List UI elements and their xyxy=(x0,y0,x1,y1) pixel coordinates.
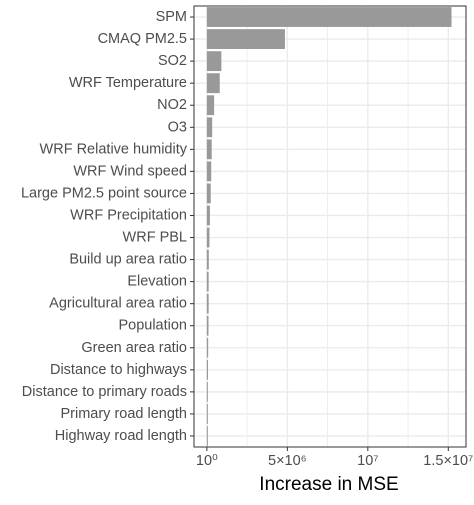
y-tick-label: Primary road length xyxy=(60,406,187,422)
x-tick-label: 1.5×10⁷ xyxy=(423,453,473,469)
y-tick-label: Distance to primary roads xyxy=(22,384,187,400)
bar xyxy=(206,337,209,358)
y-tick-label: WRF Relative humidity xyxy=(40,141,188,157)
bar xyxy=(206,293,209,314)
x-tick-label: 10⁷ xyxy=(357,453,378,469)
x-tick-label: 10⁰ xyxy=(196,453,218,469)
bar xyxy=(206,381,208,402)
y-tick-label: Elevation xyxy=(127,274,187,290)
y-tick-label: Agricultural area ratio xyxy=(49,296,187,312)
x-tick-label: 5×10⁶ xyxy=(268,453,307,469)
bar xyxy=(206,95,215,116)
y-tick-label: NO2 xyxy=(157,97,187,113)
y-axis: SPM CMAQ PM2.5 SO2 WRF Temperature NO2 O3 WRF … xyxy=(21,9,194,444)
y-tick-label: Large PM2.5 point source xyxy=(21,185,187,201)
bar xyxy=(206,117,213,138)
grid-lines xyxy=(194,6,466,447)
panel-border xyxy=(193,5,467,448)
bar xyxy=(206,359,209,380)
bars xyxy=(206,7,452,446)
panel-background xyxy=(194,6,466,447)
y-tick-label: SO2 xyxy=(158,53,187,69)
bar xyxy=(206,404,208,424)
bar xyxy=(206,205,210,226)
y-tick-label: Distance to highways xyxy=(50,362,187,378)
x-axis: 10⁰ 5×10⁶ 10⁷ 1.5×10⁷ xyxy=(196,447,473,469)
y-tick-label: CMAQ PM2.5 xyxy=(98,31,187,47)
bar xyxy=(206,161,212,182)
y-tick-label: Build up area ratio xyxy=(69,252,187,268)
y-tick-label: WRF Precipitation xyxy=(70,207,187,223)
bar xyxy=(206,51,222,72)
x-axis-title: Increase in MSE xyxy=(259,474,398,495)
y-tick-label: SPM xyxy=(156,9,187,25)
bar xyxy=(206,227,210,248)
bar xyxy=(206,29,285,49)
bar xyxy=(206,249,209,270)
bar xyxy=(206,73,220,94)
y-tick-label: Highway road length xyxy=(55,428,187,444)
y-tick-label: WRF Temperature xyxy=(69,75,187,91)
y-tick-label: Green area ratio xyxy=(81,340,187,356)
bar xyxy=(206,139,212,160)
bar xyxy=(206,183,211,204)
bar xyxy=(206,426,208,446)
bar xyxy=(206,7,452,27)
y-tick-label: WRF Wind speed xyxy=(73,163,187,179)
y-tick-label: Population xyxy=(118,318,187,334)
bar xyxy=(206,271,209,292)
y-tick-label: O3 xyxy=(168,119,187,135)
bar xyxy=(206,315,209,336)
y-tick-label: WRF PBL xyxy=(123,230,187,246)
